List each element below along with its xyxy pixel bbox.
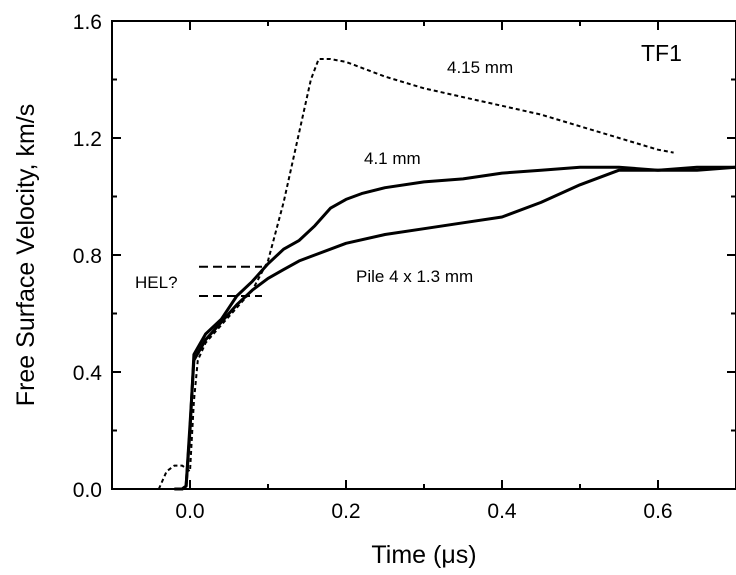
label-hel: HEL? (135, 273, 178, 292)
series-line-2 (174, 165, 736, 491)
plot-frame (111, 20, 736, 490)
y-tick-label: 0.8 (73, 245, 102, 268)
y-tick-label: 0.0 (73, 479, 102, 502)
x-tick-label: 0.6 (643, 500, 672, 523)
x-tick-label: 0.4 (487, 500, 517, 523)
y-tick-label: 0.4 (73, 362, 103, 385)
series-layer (157, 58, 736, 491)
x-axis-label: Time (μs) (371, 541, 476, 569)
label-4-1mm: 4.1 mm (364, 149, 421, 168)
y-tick-label: 1.2 (73, 128, 102, 151)
x-tick-label: 0.2 (331, 500, 360, 523)
axis-tick-labels: 0.0 0.2 0.4 0.6 0.0 0.4 0.8 1.2 1.6 (73, 11, 673, 523)
series-line-3 (174, 165, 736, 491)
y-tick-label: 1.6 (73, 11, 102, 34)
hel-markers (199, 265, 262, 297)
series-line-1 (157, 58, 674, 490)
axis-ticks (112, 21, 736, 489)
label-4-15mm: 4.15 mm (447, 58, 513, 77)
y-axis-label: Free Surface Velocity, km/s (12, 104, 40, 406)
label-pile: Pile 4 x 1.3 mm (356, 267, 473, 286)
x-tick-label: 0.0 (175, 500, 204, 523)
annotation-tag: TF1 (641, 40, 682, 66)
